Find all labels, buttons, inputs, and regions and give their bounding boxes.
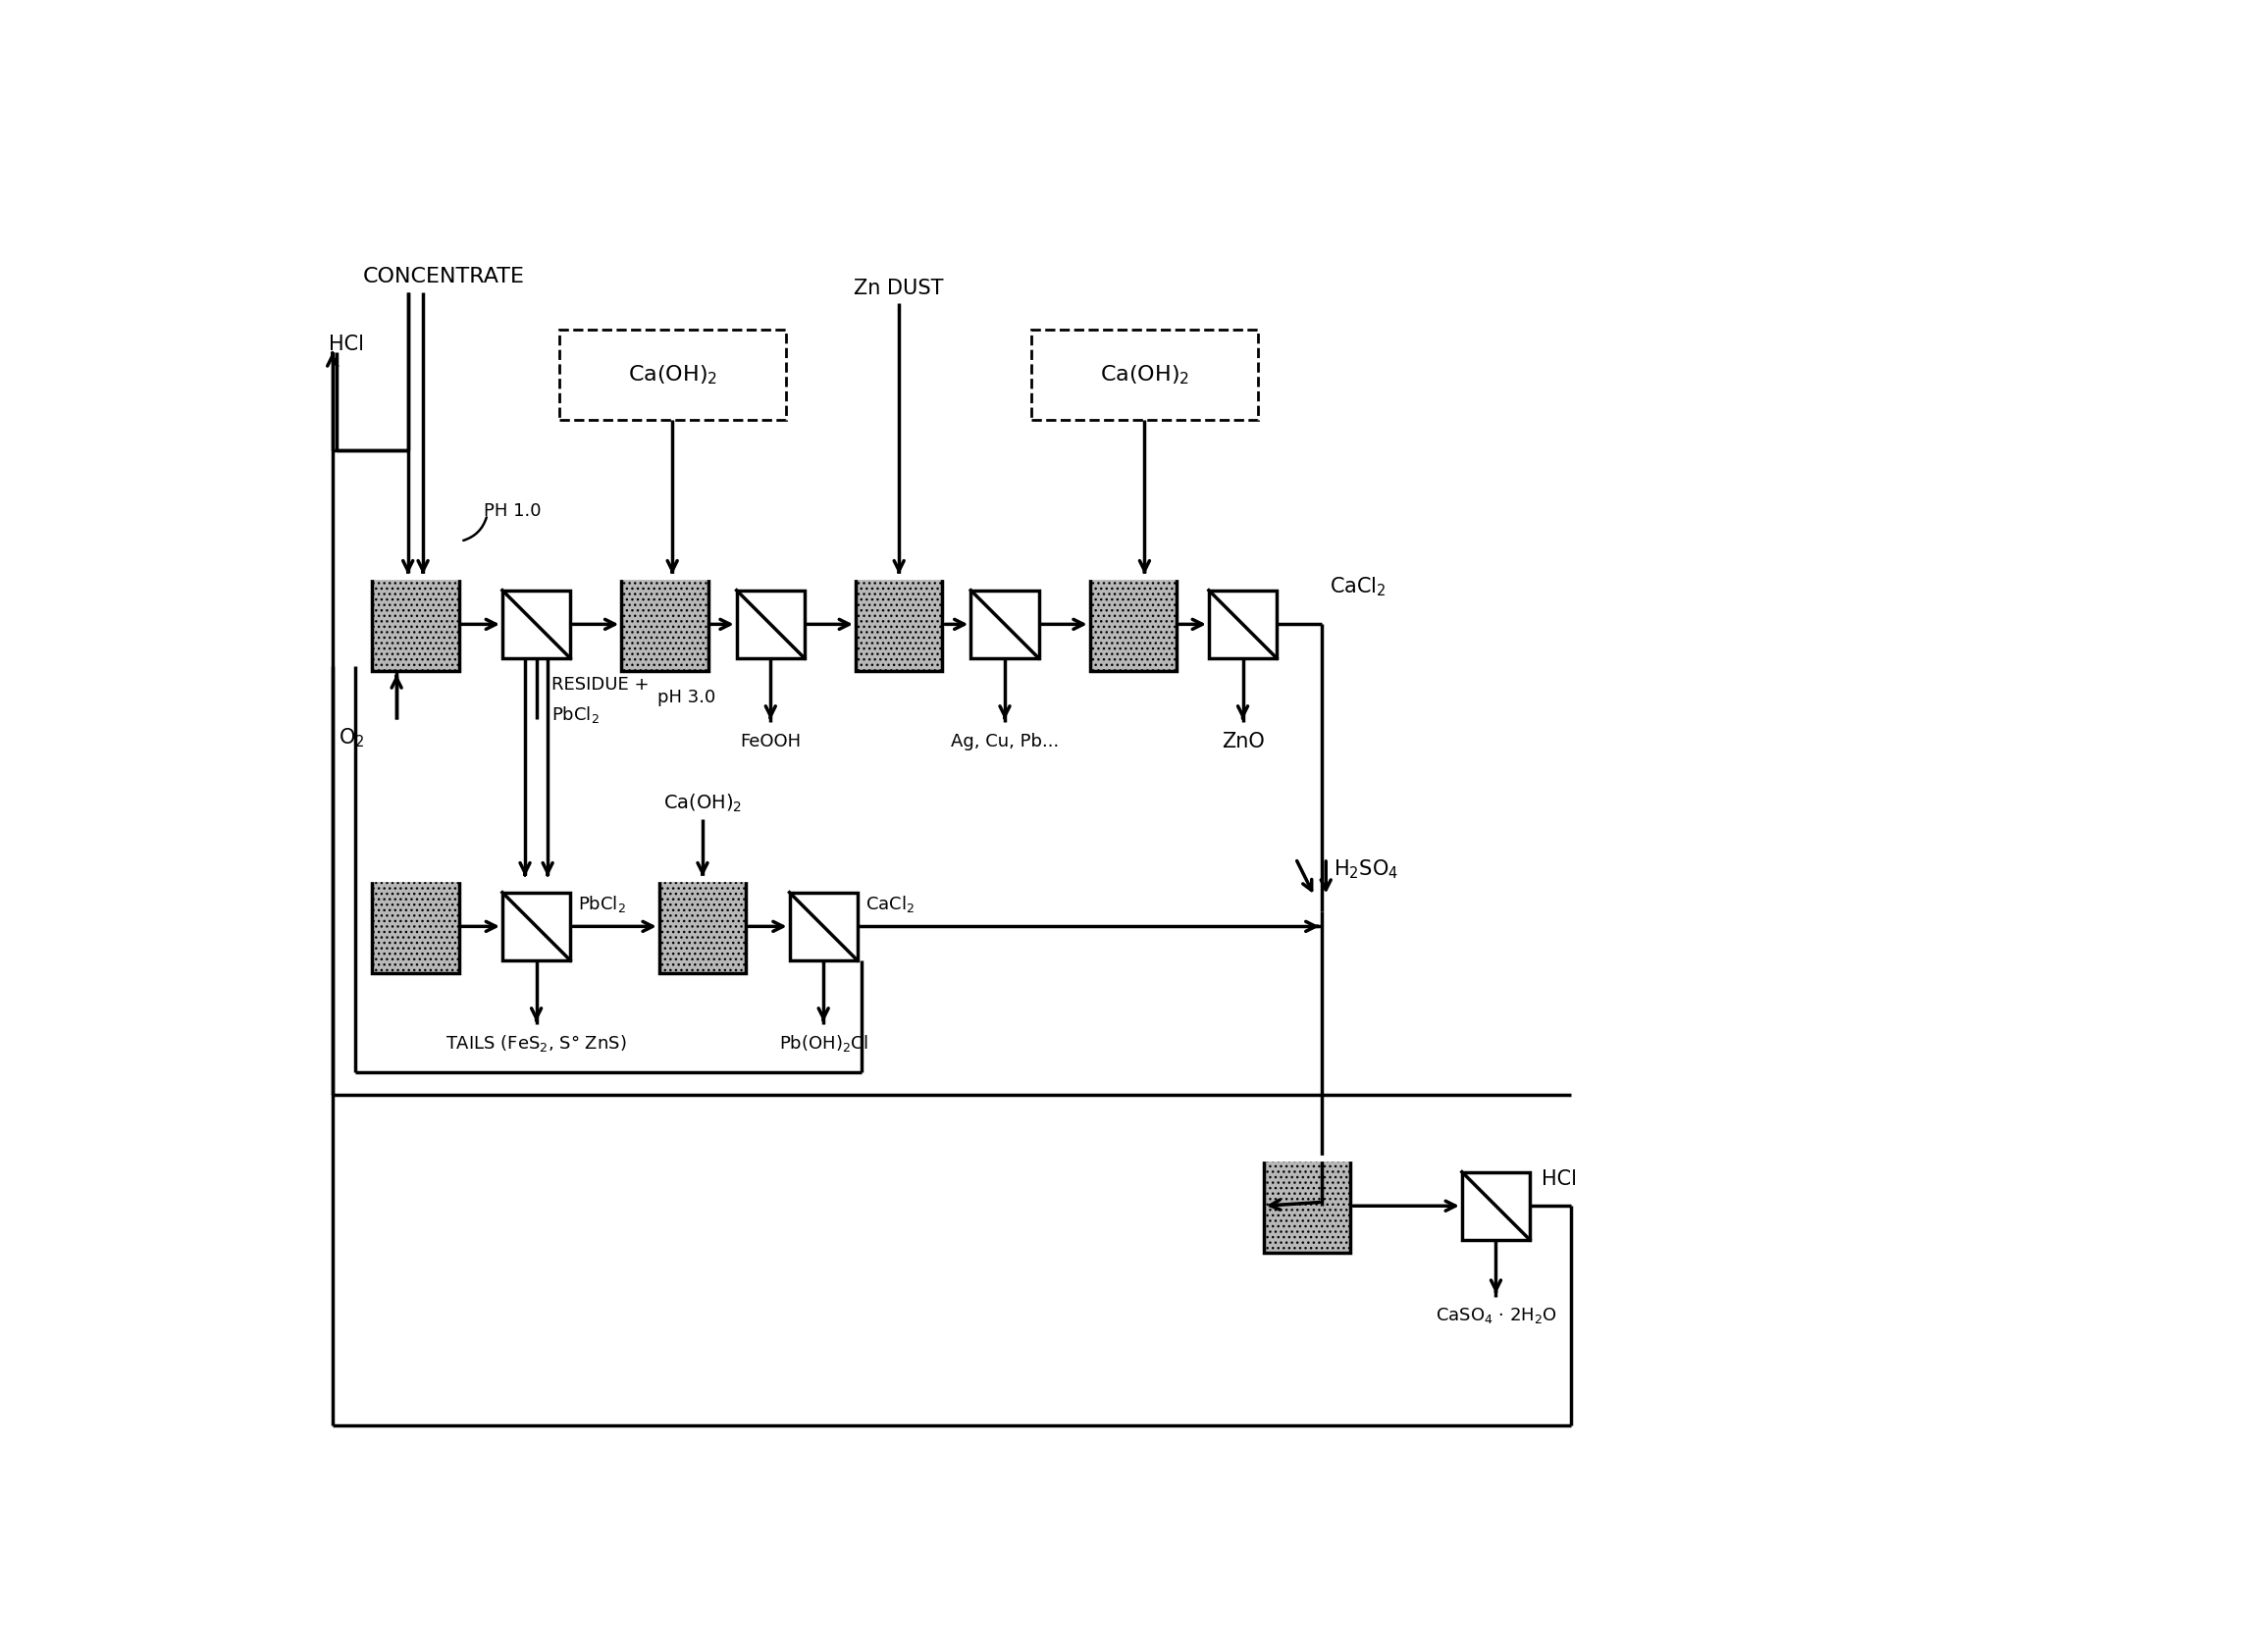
Text: Ca(OH)$_2$: Ca(OH)$_2$ [1101,363,1189,387]
Text: FeOOH: FeOOH [741,732,801,750]
Text: PbCl$_2$: PbCl$_2$ [579,894,626,914]
Bar [1461,1171,1531,1241]
Text: HCl: HCl [1542,1170,1576,1189]
Bar [736,590,804,657]
Bar [502,590,570,657]
Text: Ca(OH)$_2$: Ca(OH)$_2$ [628,363,718,387]
Text: HCl: HCl [329,335,365,355]
Text: Pb(OH)$_2$Cl: Pb(OH)$_2$Cl [779,1032,869,1054]
Text: TAILS (FeS$_2$, S° ZnS): TAILS (FeS$_2$, S° ZnS) [446,1032,626,1054]
Bar [1209,590,1276,657]
Text: CONCENTRATE: CONCENTRATE [362,268,524,286]
Text: CaSO$_4$ · 2H$_2$O: CaSO$_4$ · 2H$_2$O [1436,1305,1558,1325]
Text: Zn DUST: Zn DUST [853,278,943,297]
Bar [1263,1158,1351,1254]
Text: Ag, Cu, Pb...: Ag, Cu, Pb... [950,732,1058,750]
Text: RESIDUE +: RESIDUE + [551,676,648,694]
Text: O$_2$: O$_2$ [338,725,365,748]
Text: ZnO: ZnO [1222,732,1265,752]
Bar [855,577,943,671]
Text: CaCl$_2$: CaCl$_2$ [864,894,914,914]
Bar [502,892,570,960]
Text: pH 3.0: pH 3.0 [657,689,716,707]
Text: PbCl$_2$: PbCl$_2$ [551,705,599,725]
Bar [1089,577,1177,671]
Bar [558,330,786,420]
Text: CaCl$_2$: CaCl$_2$ [1330,575,1387,598]
Bar [790,892,858,960]
Bar [660,879,745,973]
Bar [371,577,459,671]
Text: H$_2$SO$_4$: H$_2$SO$_4$ [1333,857,1398,881]
Text: PH 1.0: PH 1.0 [484,502,540,520]
Bar [1031,330,1258,420]
Bar [621,577,709,671]
Text: Ca(OH)$_2$: Ca(OH)$_2$ [664,793,743,814]
Bar [970,590,1038,657]
Bar [371,879,459,973]
